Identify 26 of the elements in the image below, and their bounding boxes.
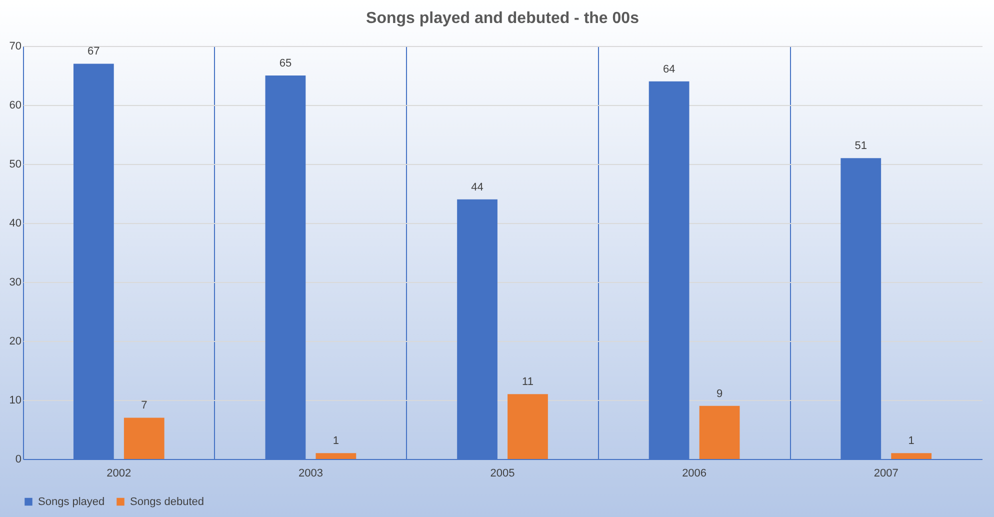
legend-label: Songs played — [38, 496, 105, 508]
data-label: 67 — [88, 46, 100, 58]
chart-title: Songs played and debuted - the 00s — [366, 10, 640, 27]
data-label: 64 — [662, 63, 676, 76]
y-tick-label: 30 — [9, 276, 22, 288]
x-tick-label: 2003 — [298, 468, 323, 480]
data-label: 65 — [279, 58, 292, 70]
y-tick-label: 50 — [9, 158, 22, 170]
x-tick-label: 2005 — [490, 468, 515, 480]
y-tick-label: 40 — [9, 218, 22, 230]
data-label: 11 — [522, 376, 534, 388]
y-tick-label: 60 — [9, 100, 22, 112]
data-label: 1 — [332, 435, 339, 448]
data-label: 1 — [908, 435, 914, 448]
y-tick-label: 10 — [9, 394, 22, 406]
y-tick-label: 20 — [9, 336, 22, 348]
x-tick-label: 2002 — [106, 468, 132, 480]
x-tick-label: 2006 — [682, 468, 707, 480]
data-label: 7 — [141, 400, 148, 412]
data-label: 44 — [471, 181, 484, 194]
x-tick-label: 2007 — [874, 468, 898, 480]
y-tick-label: 0 — [15, 454, 22, 466]
legend-label: Songs debuted — [130, 496, 204, 508]
y-tick-label: 70 — [9, 40, 22, 52]
data-label: 51 — [854, 140, 867, 152]
data-label: 9 — [716, 388, 723, 400]
